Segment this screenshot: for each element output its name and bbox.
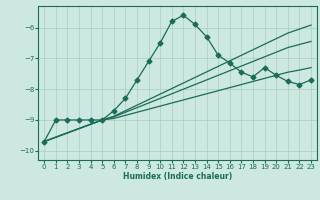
X-axis label: Humidex (Indice chaleur): Humidex (Indice chaleur) — [123, 172, 232, 181]
